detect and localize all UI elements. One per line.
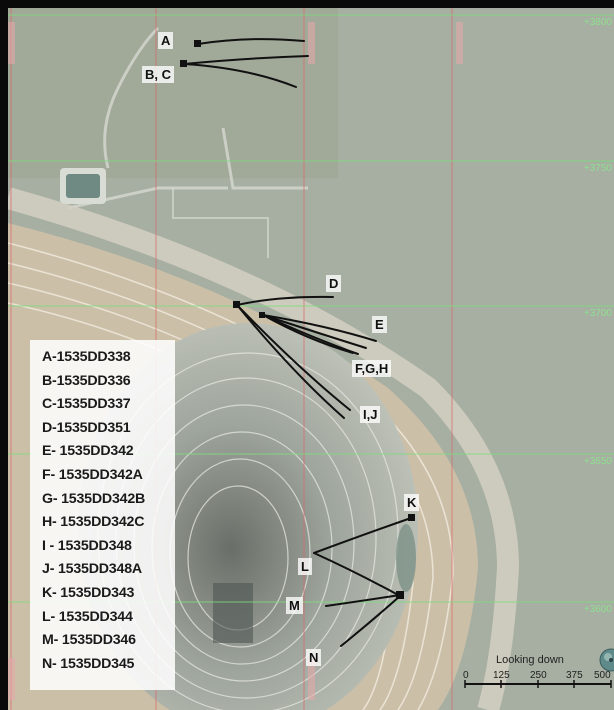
legend-item: D-1535DD351 [42, 419, 131, 436]
scale-tick-label: 375 [566, 670, 583, 681]
northing-label-3750: +3750 [583, 163, 612, 174]
legend-item: B-1535DD336 [42, 372, 131, 389]
northing-label-3700: +3700 [583, 308, 612, 319]
drillhole-label-ij[interactable]: I,J [360, 406, 381, 423]
drillhole-label-d[interactable]: D [326, 275, 342, 292]
legend-item: F- 1535DD342A [42, 466, 143, 483]
northing-label-3650: +3650 [583, 456, 612, 467]
view-orientation-label: Looking down [496, 654, 564, 666]
aerial-map-view[interactable]: +3800 +3750 +3700 +3650 +3600 A B, C D E… [8, 8, 614, 710]
scale-tick-label: 0 [463, 670, 469, 681]
legend-item: A-1535DD338 [42, 349, 131, 365]
drillhole-legend: A-1535DD338 B-1535DD336 C-1535DD337 D-15… [30, 340, 175, 690]
legend-item: I - 1535DD348 [42, 537, 132, 554]
legend-item: L- 1535DD344 [42, 608, 133, 625]
legend-item: N- 1535DD345 [42, 655, 135, 672]
scale-tick-label: 125 [493, 670, 510, 681]
scale-bar: 0 125 250 375 500 [463, 668, 614, 710]
drillhole-label-n[interactable]: N [306, 649, 322, 666]
legend-item: C-1535DD337 [42, 396, 131, 413]
scale-tick-label: 250 [530, 670, 547, 681]
drillhole-label-e[interactable]: E [372, 316, 387, 333]
drillhole-label-l[interactable]: L [298, 558, 312, 575]
legend-item: E- 1535DD342 [42, 443, 134, 460]
drillhole-traces [183, 38, 412, 647]
drillhole-label-m[interactable]: M [286, 597, 303, 614]
drillhole-label-bc[interactable]: B, C [142, 66, 174, 83]
compass-globe-icon[interactable] [598, 648, 614, 672]
scale-tick-label: 500 [594, 670, 611, 681]
legend-item: K- 1535DD343 [42, 584, 135, 601]
legend-item: M- 1535DD346 [42, 632, 136, 649]
legend-item: J- 1535DD348A [42, 561, 142, 578]
northing-label-3800: +3800 [583, 17, 612, 28]
drillhole-label-a[interactable]: A [158, 32, 174, 49]
legend-item: H- 1535DD342C [42, 514, 145, 531]
drillhole-label-k[interactable]: K [404, 494, 420, 511]
legend-item: G- 1535DD342B [42, 490, 146, 507]
drillhole-label-fgh[interactable]: F,G,H [352, 360, 392, 377]
northing-label-3600: +3600 [583, 604, 612, 615]
